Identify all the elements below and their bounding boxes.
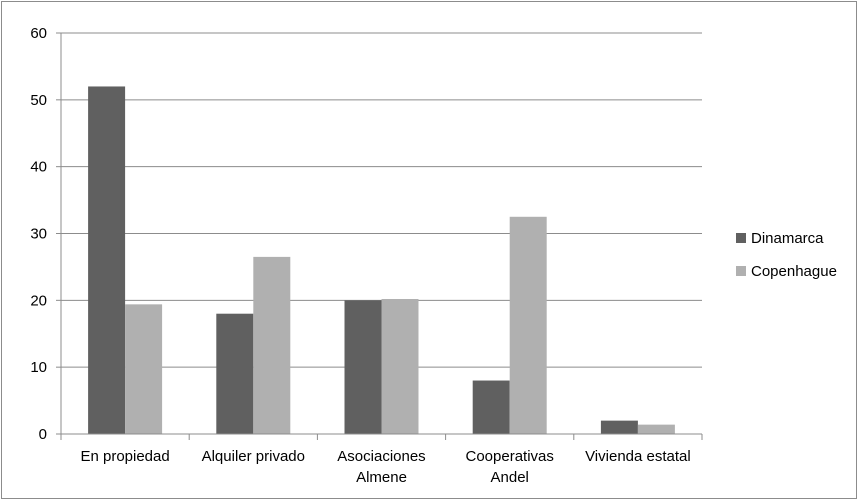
legend-swatch-copenhague	[736, 266, 746, 276]
bar-dinamarca-en-propiedad	[88, 86, 126, 434]
y-tick-labels: 0 10 20 30 40 50 60	[30, 25, 47, 443]
gridlines	[61, 32, 702, 368]
y-tick-label: 0	[39, 426, 47, 443]
x-category-label: Andel	[491, 469, 529, 486]
legend-swatch-dinamarca	[736, 233, 746, 243]
y-tick-label: 50	[30, 92, 47, 109]
bars	[88, 86, 675, 434]
bar-dinamarca-alquiler-privado	[216, 313, 254, 434]
y-tick-label: 20	[30, 292, 47, 309]
legend-label-dinamarca: Dinamarca	[751, 230, 824, 247]
axes	[56, 32, 703, 440]
bar-dinamarca-vivienda-estatal	[600, 420, 638, 434]
y-tick-label: 60	[30, 25, 47, 42]
bar-copenhague-en-propiedad	[125, 304, 163, 434]
x-category-label: Vivienda estatal	[585, 448, 691, 465]
bar-copenhague-asociaciones	[381, 298, 419, 434]
x-category-label: Cooperativas	[466, 448, 554, 465]
x-category-labels: En propiedad Alquiler privado Asociaciones…	[80, 448, 690, 486]
bar-copenhague-alquiler-privado	[253, 256, 291, 434]
bar-copenhague-cooperativas	[509, 216, 547, 434]
bar-copenhague-vivienda-estatal	[637, 424, 675, 434]
legend-label-copenhague: Copenhague	[751, 263, 837, 280]
legend: Dinamarca Copenhague	[736, 230, 837, 280]
x-category-label: Almene	[356, 469, 407, 486]
x-category-label: En propiedad	[80, 448, 169, 465]
y-tick-label: 10	[30, 359, 47, 376]
bar-dinamarca-cooperativas	[472, 380, 510, 434]
y-tick-label: 30	[30, 226, 47, 243]
y-tick-label: 40	[30, 159, 47, 176]
x-category-label: Asociaciones	[337, 448, 425, 465]
bar-dinamarca-asociaciones	[344, 300, 382, 434]
x-category-label: Alquiler privado	[202, 448, 305, 465]
